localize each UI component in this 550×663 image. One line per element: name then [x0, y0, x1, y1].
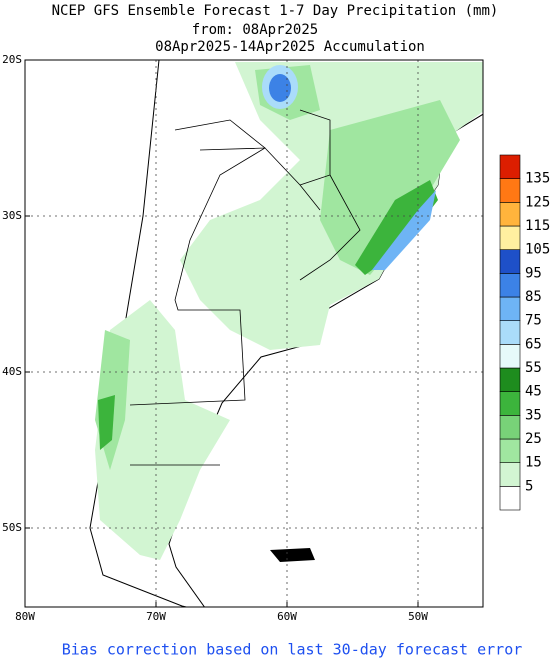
footer: Bias correction based on last 30-day for… [62, 641, 523, 659]
lon-label: 60W [277, 610, 297, 623]
legend-label: 115 [525, 218, 550, 234]
legend-label: 55 [525, 360, 542, 376]
color-swatch [499, 438, 521, 463]
color-swatch [499, 225, 521, 250]
lon-label: 70W [146, 610, 166, 623]
lat-label: 30S [2, 209, 22, 222]
lon-label: 50W [408, 610, 428, 623]
legend-label: 25 [525, 431, 542, 447]
color-swatch [499, 249, 521, 274]
color-swatch [499, 296, 521, 321]
legend-label: 135 [525, 171, 550, 187]
lon-label: 80W [15, 610, 35, 623]
color-swatch [499, 462, 521, 487]
color-swatch [499, 415, 521, 440]
map-area [25, 60, 483, 607]
subtitle: from: 08Apr2025 [192, 22, 318, 38]
legend-label: 125 [525, 194, 550, 210]
legend-label: 35 [525, 407, 542, 423]
lat-label: 40S [2, 365, 22, 378]
title: NCEP GFS Ensemble Forecast 1-7 Day Preci… [52, 3, 499, 19]
map-frame [24, 59, 484, 608]
lat-label: 50S [2, 521, 22, 534]
color-swatch [499, 202, 521, 227]
legend-label: 15 [525, 455, 542, 471]
lat-label: 20S [2, 53, 22, 66]
color-swatch [499, 344, 521, 369]
legend-label: 5 [525, 478, 533, 494]
legend-label: 85 [525, 289, 542, 305]
period: 08Apr2025-14Apr2025 Accumulation [155, 39, 425, 55]
legend-label: 105 [525, 242, 550, 258]
borders [129, 109, 361, 466]
color-swatch [499, 367, 521, 392]
color-swatch [499, 154, 521, 179]
precip-85 [372, 190, 436, 270]
legend-label: 95 [525, 265, 542, 281]
color-swatch [499, 273, 521, 298]
color-swatch [499, 486, 521, 511]
color-swatch [499, 320, 521, 345]
legend-label: 65 [525, 336, 542, 352]
precip-35 [98, 180, 438, 450]
color-swatch [499, 391, 521, 416]
precip-95 [269, 74, 291, 102]
color-swatch [499, 178, 521, 203]
falklands [270, 548, 315, 562]
legend-label: 45 [525, 384, 542, 400]
legend-label: 75 [525, 313, 542, 329]
